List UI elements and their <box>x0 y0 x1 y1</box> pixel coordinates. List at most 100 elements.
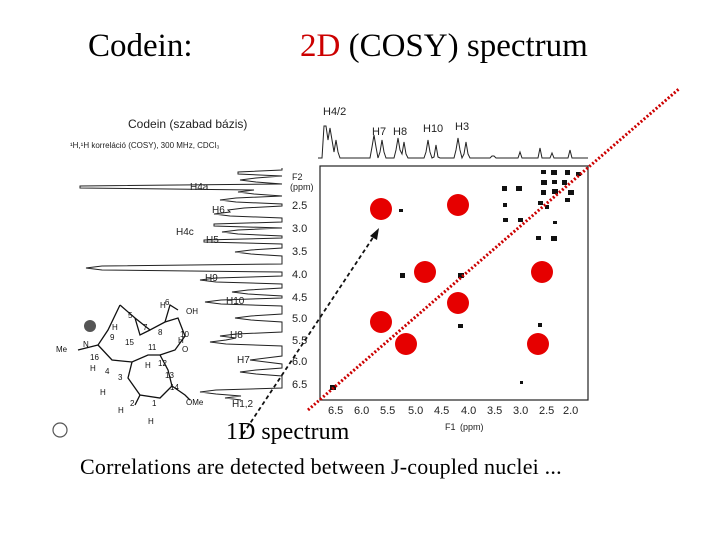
x-tick: 5.5 <box>380 405 395 417</box>
x-tick: 2.5 <box>539 405 554 417</box>
cross-peak <box>520 381 523 384</box>
left-1d-spectrum <box>79 168 283 401</box>
red-cross-peak <box>414 261 436 283</box>
stereo-marker-icon <box>84 320 96 332</box>
side-peak-labels: H4a H6 H4c H5 H9 H10 H8 H7 H1,2 <box>176 182 254 410</box>
y-tick: 4.5 <box>292 292 307 304</box>
x-tick: 6.5 <box>328 405 343 417</box>
svg-text:8: 8 <box>158 328 163 337</box>
side-label-h12: H1,2 <box>232 399 254 410</box>
side-label-h9: H9 <box>205 273 218 284</box>
svg-text:H: H <box>145 361 151 370</box>
y-tick: 5.5 <box>292 335 307 347</box>
svg-text:15: 15 <box>125 338 134 347</box>
svg-text:H: H <box>118 406 124 415</box>
svg-text:16: 16 <box>90 353 99 362</box>
svg-text:H: H <box>160 301 166 310</box>
cross-peak <box>562 180 567 185</box>
cosy-plot-frame <box>319 165 589 401</box>
cross-peak <box>545 205 549 209</box>
svg-text:7: 7 <box>143 323 148 332</box>
svg-text:4: 4 <box>105 367 110 376</box>
svg-text:O: O <box>182 345 188 354</box>
highlighted-cross-peaks <box>370 194 553 355</box>
svg-text:N: N <box>83 340 89 349</box>
red-cross-peak <box>370 198 392 220</box>
side-label-h8: H8 <box>230 330 243 341</box>
projection-arrow <box>242 232 377 435</box>
top-peak-labels: H4/2 H7 H8 H10 H3 <box>323 106 469 138</box>
svg-text:2: 2 <box>130 399 135 408</box>
x-axis-ticks: 6.5 6.0 5.5 5.0 4.5 4.0 3.5 3.0 2.5 2.0 <box>328 405 578 417</box>
side-label-h4c: H4c <box>176 227 194 238</box>
f1-axis-label: F1 <box>445 422 456 432</box>
arrow-head <box>370 228 379 240</box>
cross-peak <box>538 201 543 205</box>
codeine-molecule <box>77 303 191 406</box>
red-cross-peak <box>395 333 417 355</box>
cross-peak <box>576 172 581 176</box>
top-label-h8: H8 <box>393 126 407 138</box>
top-label-h10: H10 <box>423 123 443 135</box>
cross-peak <box>541 190 546 195</box>
top-label-h7: H7 <box>372 126 386 138</box>
f2-axis-label: F2 <box>292 172 303 182</box>
red-cross-peak <box>370 311 392 333</box>
svg-text:Me: Me <box>56 345 68 354</box>
cross-peak <box>553 221 557 224</box>
cross-peak <box>503 203 507 207</box>
title-cosy: 2D (COSY) spectrum <box>300 28 588 65</box>
y-tick: 6.5 <box>292 379 307 391</box>
side-label-h10: H10 <box>226 296 245 307</box>
cross-peak <box>541 180 547 185</box>
cross-peak <box>458 324 463 328</box>
figure-subheader: ¹H,¹H korreláció (COSY), 300 MHz, CDCl₃ <box>70 141 220 150</box>
red-cross-peak <box>447 194 469 216</box>
diagonal-line <box>307 86 681 412</box>
svg-text:H: H <box>178 336 184 345</box>
y-tick: 2.5 <box>292 200 307 212</box>
cross-peak <box>458 273 464 278</box>
red-cross-peak <box>447 292 469 314</box>
svg-text:11: 11 <box>148 343 157 352</box>
cross-peak <box>538 323 542 327</box>
svg-text:10: 10 <box>180 330 189 339</box>
y-tick: 5.0 <box>292 313 307 325</box>
svg-text:H: H <box>112 323 118 332</box>
cross-peak <box>536 236 541 240</box>
copyright-icon <box>52 422 68 438</box>
cross-peak <box>552 189 558 194</box>
svg-text:14: 14 <box>170 383 179 392</box>
red-cross-peak <box>531 261 553 283</box>
f1-axis-unit: (ppm) <box>460 422 484 432</box>
cross-peak <box>551 236 557 241</box>
cross-peak <box>565 170 570 175</box>
title-codein: Codein: <box>88 28 193 64</box>
x-tick: 4.0 <box>461 405 476 417</box>
svg-text:1: 1 <box>152 399 157 408</box>
top-label-h3: H3 <box>455 121 469 133</box>
side-label-h5: H5 <box>206 235 219 246</box>
side-label-h6: H6 <box>212 205 225 216</box>
cross-peak <box>541 170 546 174</box>
cross-peak <box>503 218 508 222</box>
red-cross-peak <box>527 333 549 355</box>
y-tick: 4.0 <box>292 269 307 281</box>
cross-peak-dots <box>330 170 581 390</box>
x-tick: 5.0 <box>408 405 423 417</box>
svg-text:H: H <box>148 417 154 426</box>
side-label-h4a: H4a <box>190 182 209 193</box>
cross-peak <box>399 209 403 212</box>
y-tick: 6.0 <box>292 356 307 368</box>
caption: Correlations are detected between J-coup… <box>80 454 562 479</box>
cross-peak <box>400 273 405 278</box>
x-tick: 6.0 <box>354 405 369 417</box>
cross-peak <box>568 190 574 195</box>
title-2d: 2D <box>300 28 341 64</box>
x-tick: 3.0 <box>513 405 528 417</box>
cross-peak <box>502 186 507 191</box>
svg-text:OMe: OMe <box>186 398 204 407</box>
svg-text:6: 6 <box>165 298 170 307</box>
svg-text:13: 13 <box>165 371 174 380</box>
